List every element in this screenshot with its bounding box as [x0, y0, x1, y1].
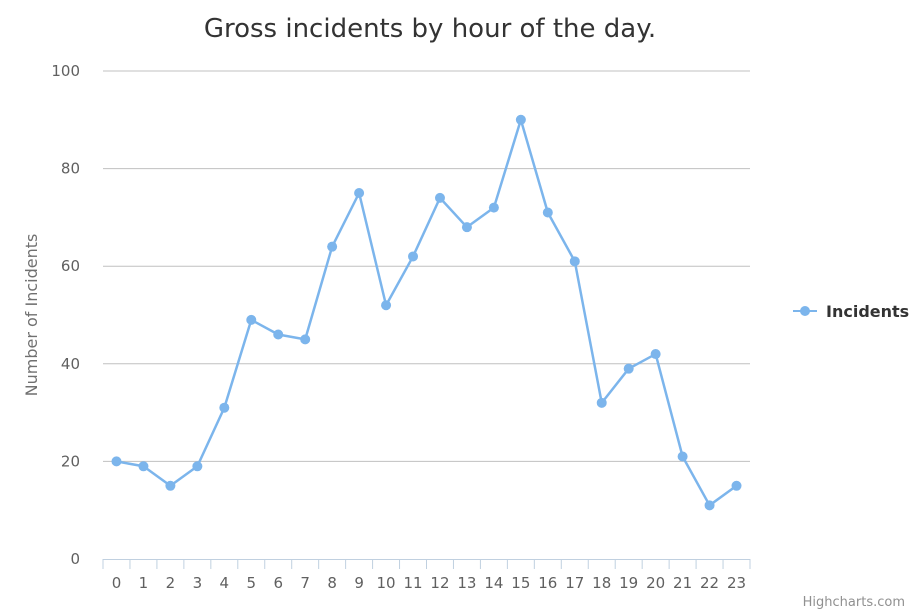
data-point[interactable]	[623, 363, 634, 374]
data-point[interactable]	[111, 456, 122, 467]
x-tick-label: 4	[220, 574, 230, 592]
data-point[interactable]	[704, 500, 715, 511]
x-tick-label: 16	[538, 574, 557, 592]
data-point[interactable]	[327, 241, 338, 252]
data-point[interactable]	[461, 222, 472, 233]
data-point[interactable]	[731, 480, 742, 491]
x-tick-label: 23	[727, 574, 746, 592]
series	[111, 114, 742, 511]
x-tick-label: 6	[273, 574, 283, 592]
y-tick-label: 100	[51, 62, 80, 80]
y-tick-label: 60	[61, 257, 80, 275]
x-axis: 0 1 2 3 4 5 6 7 8 9 10 11 12 13 14 15 16 17 18 19 20 21 22 23	[102, 559, 751, 592]
data-point[interactable]	[650, 349, 661, 360]
x-tick-label: 14	[484, 574, 503, 592]
data-point[interactable]	[219, 402, 230, 413]
x-tick-label: 9	[354, 574, 364, 592]
x-tick-label: 10	[377, 574, 396, 592]
data-point[interactable]	[515, 114, 526, 125]
x-tick-label: 12	[430, 574, 449, 592]
x-tick-label: 2	[166, 574, 176, 592]
series-line	[116, 118, 738, 507]
x-tick-label: 22	[700, 574, 719, 592]
y-axis-title: Number of Incidents	[22, 234, 41, 397]
x-tick-label: 19	[619, 574, 638, 592]
credits[interactable]: Highcharts.com	[803, 595, 905, 610]
x-tick-label: 3	[193, 574, 203, 592]
x-tick-label: 11	[403, 574, 422, 592]
x-tick-label: 0	[112, 574, 122, 592]
x-tick-label: 18	[592, 574, 611, 592]
y-tick-label: 40	[61, 355, 80, 373]
x-tick-label: 1	[139, 574, 149, 592]
data-point[interactable]	[165, 480, 176, 491]
data-point[interactable]	[138, 461, 149, 472]
data-point[interactable]	[542, 207, 553, 218]
data-point[interactable]	[408, 251, 419, 262]
data-point[interactable]	[192, 461, 203, 472]
x-tick-label: 15	[511, 574, 530, 592]
data-point[interactable]	[246, 314, 257, 325]
y-tick-label: 0	[70, 550, 80, 568]
x-tick-label: 17	[565, 574, 584, 592]
legend[interactable]: Incidents	[793, 302, 909, 321]
data-point[interactable]	[381, 300, 392, 311]
x-tick-label: 13	[457, 574, 476, 592]
y-tick-label: 20	[61, 452, 80, 470]
data-point[interactable]	[273, 329, 284, 340]
data-point[interactable]	[569, 256, 580, 267]
x-tick-label: 8	[327, 574, 337, 592]
y-tick-label: 80	[61, 160, 80, 178]
x-tick-label: 21	[673, 574, 692, 592]
data-point[interactable]	[434, 192, 445, 203]
grid	[103, 70, 750, 462]
x-tick-label: 5	[246, 574, 256, 592]
data-point[interactable]	[677, 451, 688, 462]
data-point[interactable]	[300, 334, 311, 345]
y-axis: 0 20 40 60 80 100	[51, 62, 80, 568]
data-point[interactable]	[354, 188, 365, 198]
legend-label[interactable]: Incidents	[826, 302, 909, 321]
legend-marker	[800, 306, 810, 316]
x-tick-label: 7	[300, 574, 310, 592]
x-tick-label: 20	[646, 574, 665, 592]
data-point[interactable]	[488, 202, 499, 213]
data-point[interactable]	[596, 397, 607, 408]
chart-title: Gross incidents by hour of the day.	[204, 14, 656, 44]
